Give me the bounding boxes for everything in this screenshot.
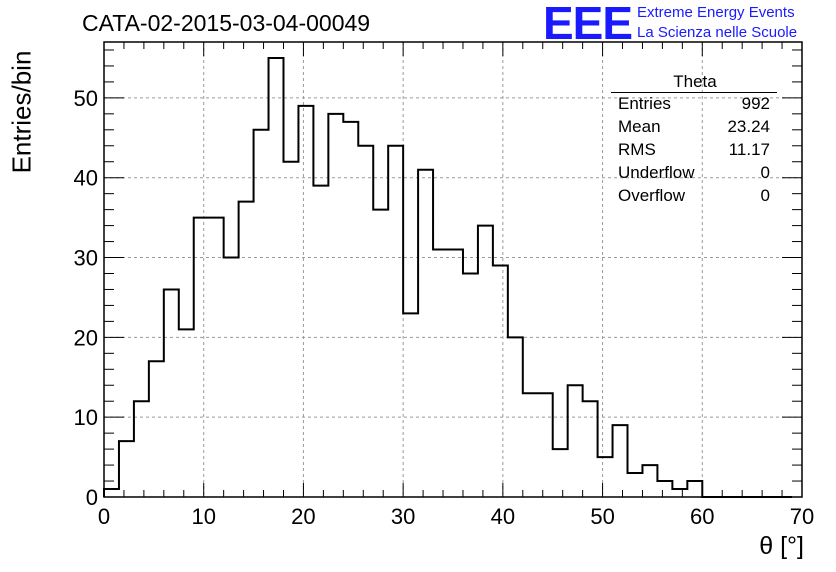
x-axis-label: θ [°] bbox=[759, 532, 804, 560]
histogram-bin bbox=[553, 449, 568, 497]
histogram-bin bbox=[598, 457, 613, 497]
stat-mean-label: Mean bbox=[618, 117, 661, 136]
histogram-bin bbox=[388, 146, 403, 497]
histogram-bin bbox=[508, 337, 523, 497]
histogram-bin bbox=[343, 122, 358, 497]
histogram-bin bbox=[568, 385, 583, 497]
stat-underflow-label: Underflow bbox=[618, 163, 695, 182]
histogram-bin bbox=[298, 106, 313, 497]
histogram-bin bbox=[403, 313, 418, 497]
histogram-bin bbox=[657, 481, 672, 497]
y-tick-label: 30 bbox=[74, 246, 98, 271]
histogram-bin bbox=[433, 250, 448, 497]
x-tick-label: 10 bbox=[191, 504, 215, 529]
histogram-bin bbox=[313, 186, 328, 497]
stats-title: Theta bbox=[673, 72, 717, 91]
logo-subtitle-1: Extreme Energy Events bbox=[637, 4, 795, 21]
y-tick-label: 0 bbox=[86, 485, 98, 510]
histogram-bin bbox=[538, 393, 553, 497]
histogram-bin bbox=[119, 441, 134, 497]
histogram-bin bbox=[672, 489, 687, 497]
histogram-bin bbox=[239, 202, 254, 497]
histogram-bin bbox=[687, 481, 702, 497]
histogram-bin bbox=[179, 329, 194, 497]
histogram-bin bbox=[493, 266, 508, 497]
histogram-bin bbox=[149, 361, 164, 497]
x-tick-label: 60 bbox=[690, 504, 714, 529]
stat-overflow-value: 0 bbox=[760, 186, 770, 205]
y-tick-label: 20 bbox=[74, 325, 98, 350]
histogram-bin bbox=[104, 489, 119, 497]
histogram-bin bbox=[642, 465, 657, 497]
histogram-bin bbox=[523, 393, 538, 497]
stat-overflow-label: Overflow bbox=[618, 186, 686, 205]
y-tick-label: 10 bbox=[74, 405, 98, 430]
histogram-bin bbox=[254, 130, 269, 497]
histogram-bin bbox=[358, 146, 373, 497]
histogram-bin bbox=[463, 273, 478, 497]
x-tick-label: 50 bbox=[590, 504, 614, 529]
y-axis-label: Entries/bin bbox=[6, 50, 37, 174]
histogram-bin bbox=[283, 162, 298, 497]
x-tick-label: 20 bbox=[291, 504, 315, 529]
histogram-bin bbox=[478, 226, 493, 497]
stat-mean-value: 23.24 bbox=[727, 117, 770, 136]
histogram-bin bbox=[269, 58, 284, 497]
histogram-bin bbox=[134, 401, 149, 497]
histogram-bin bbox=[583, 401, 598, 497]
eee-logo: EEE bbox=[543, 0, 633, 49]
chart-title: CATA-02-2015-03-04-00049 bbox=[82, 10, 371, 36]
histogram-bin bbox=[448, 250, 463, 497]
histogram-bin bbox=[328, 114, 343, 497]
histogram-series bbox=[103, 56, 793, 498]
y-tick-label: 40 bbox=[74, 166, 98, 191]
histogram-bin bbox=[628, 473, 643, 497]
histogram-bin bbox=[418, 170, 433, 497]
histogram-bin bbox=[194, 218, 209, 497]
histogram-bin bbox=[373, 210, 388, 497]
histogram-bin bbox=[164, 289, 179, 497]
histogram-bin bbox=[613, 425, 628, 497]
x-tick-label: 0 bbox=[98, 504, 110, 529]
stat-underflow-value: 0 bbox=[760, 163, 770, 182]
histogram-bin bbox=[209, 218, 224, 497]
x-tick-label: 30 bbox=[391, 504, 415, 529]
x-tick-label: 70 bbox=[790, 504, 814, 529]
logo-subtitle-2: La Scienza nelle Scuole bbox=[637, 24, 798, 41]
stat-rms-value: 11.17 bbox=[728, 140, 770, 159]
stat-entries-value: 992 bbox=[741, 94, 770, 113]
y-tick-label: 50 bbox=[74, 86, 98, 111]
stat-rms-label: RMS bbox=[618, 140, 656, 159]
x-tick-label: 40 bbox=[491, 504, 515, 529]
plot-frame bbox=[103, 41, 803, 498]
stat-entries-label: Entries bbox=[618, 94, 671, 113]
histogram-bin bbox=[224, 258, 239, 497]
stats-divider bbox=[611, 92, 777, 93]
